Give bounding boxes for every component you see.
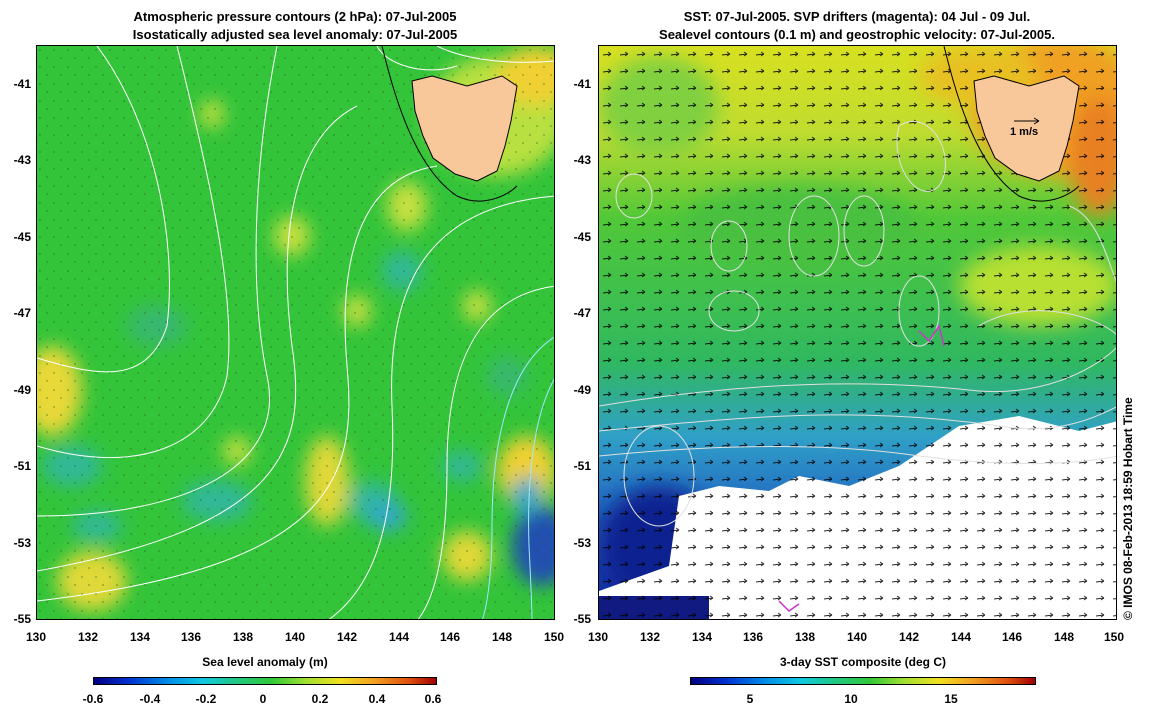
sla-colorbar-tick: 0.4 [368, 692, 386, 706]
sst-colorbar-tick: 10 [844, 692, 858, 706]
right-y-tick: -41 [573, 77, 591, 91]
right-x-tick: 148 [1053, 630, 1075, 644]
right-x-tick: 132 [639, 630, 661, 644]
left-y-tick: -51 [13, 459, 31, 473]
right-title: SST: 07-Jul-2005. SVP drifters (magenta)… [598, 8, 1116, 44]
left-title-line1: Atmospheric pressure contours (2 hPa): 0… [133, 9, 457, 24]
left-y-tick: -43 [13, 153, 31, 167]
sla-map-graphic [37, 46, 554, 619]
sst-colorbar-tick: 5 [746, 692, 754, 706]
left-x-tick: 132 [77, 630, 99, 644]
right-x-tick: 144 [950, 630, 972, 644]
right-x-tick: 130 [587, 630, 609, 644]
sst-map[interactable]: 1 m/s [598, 45, 1117, 620]
left-x-tick: 150 [543, 630, 565, 644]
right-colorbar-title: 3-day SST composite (deg C) [779, 655, 947, 669]
sst-colorbar [690, 677, 1036, 685]
sla-colorbar [93, 677, 437, 685]
left-x-tick: 148 [491, 630, 513, 644]
right-y-tick: -45 [573, 230, 591, 244]
left-title-line2: Isostatically adjusted sea level anomaly… [132, 27, 458, 42]
right-y-tick: -51 [573, 459, 591, 473]
left-y-tick: -55 [13, 612, 31, 626]
left-x-tick: 134 [129, 630, 151, 644]
left-x-tick: 130 [25, 630, 47, 644]
left-x-tick: 138 [232, 630, 254, 644]
tasmania-land-sst [973, 75, 1080, 182]
sla-colorbar-tick: -0.2 [195, 692, 217, 706]
sea-level-anomaly-map[interactable] [36, 45, 555, 620]
left-x-tick: 136 [180, 630, 202, 644]
sla-colorbar-tick: -0.4 [139, 692, 161, 706]
drifter-track-2 [778, 600, 800, 612]
velocity-scale-label: 1 m/s [1010, 126, 1039, 138]
left-y-tick: -53 [13, 536, 31, 550]
right-y-tick: -47 [573, 306, 591, 320]
drifter-track [918, 324, 945, 347]
right-x-tick: 136 [742, 630, 764, 644]
left-y-tick: -45 [13, 230, 31, 244]
left-x-tick: 140 [284, 630, 306, 644]
sla-colorbar-tick: -0.6 [82, 692, 104, 706]
tasmania-land [411, 75, 518, 182]
right-x-tick: 150 [1103, 630, 1125, 644]
right-x-tick: 138 [794, 630, 816, 644]
sst-colorbar-tick: 15 [944, 692, 958, 706]
sla-colorbar-tick: 0.2 [311, 692, 329, 706]
right-x-tick: 146 [1001, 630, 1023, 644]
left-title: Atmospheric pressure contours (2 hPa): 0… [36, 8, 554, 44]
left-colorbar-title: Sea level anomaly (m) [202, 655, 328, 669]
velocity-scale-arrow [1014, 117, 1040, 125]
left-y-tick: -49 [13, 383, 31, 397]
left-y-tick: -47 [13, 306, 31, 320]
left-x-tick: 146 [439, 630, 461, 644]
right-y-tick: -43 [573, 153, 591, 167]
sst-map-graphic [599, 46, 1116, 619]
left-x-tick: 144 [388, 630, 410, 644]
right-x-tick: 134 [691, 630, 713, 644]
left-x-tick: 142 [336, 630, 358, 644]
right-x-tick: 140 [846, 630, 868, 644]
right-title-line2: Sealevel contours (0.1 m) and geostrophi… [659, 27, 1055, 42]
right-y-tick: -53 [573, 536, 591, 550]
sla-colorbar-tick: 0.6 [424, 692, 442, 706]
right-x-tick: 142 [898, 630, 920, 644]
imos-credit: © IMOS 08-Feb-2013 18:59 Hobart Time [1121, 397, 1135, 620]
right-y-tick: -55 [573, 612, 591, 626]
right-y-tick: -49 [573, 383, 591, 397]
right-title-line1: SST: 07-Jul-2005. SVP drifters (magenta)… [683, 9, 1031, 24]
left-y-tick: -41 [13, 77, 31, 91]
sla-colorbar-tick: 0 [259, 692, 267, 706]
